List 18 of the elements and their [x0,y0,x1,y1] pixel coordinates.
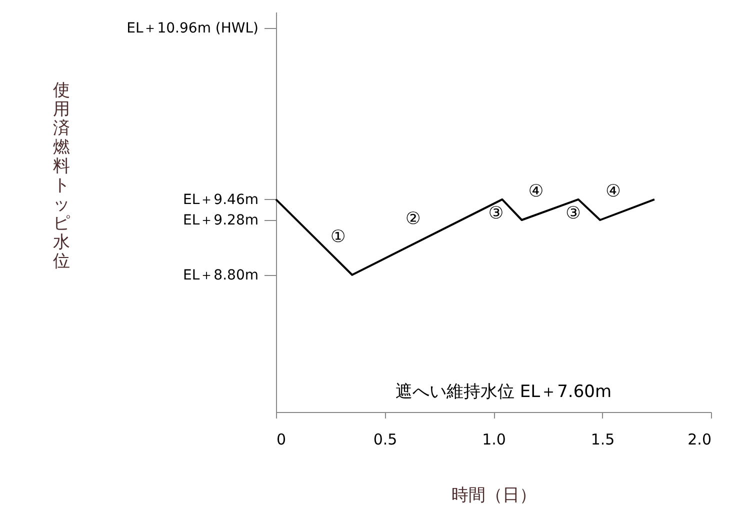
x-axis-title: 時間（日） [452,486,536,506]
text: 使用済燃料トッピ水位 [53,80,70,272]
annotation: ④ [528,182,544,202]
x-tick-label: 1.0 [482,430,506,448]
annotation: ③ [566,204,581,224]
x-tick-label: 1.5 [590,430,615,448]
x-tick-label: 0.5 [373,430,398,448]
y-tick-label: EL＋9.46m [183,192,258,208]
annotation: 遮へい維持水位 EL＋7.60m [395,382,612,402]
x-tick-label: 0 [276,430,286,448]
x-tick-label: 2.0 [688,430,712,448]
annotation: ② [406,209,421,230]
annotation: ① [330,227,346,248]
annotation: ④ [606,182,621,202]
y-tick-label: EL＋8.80m [183,267,258,284]
y-tick-label: EL＋10.96m (HWL) [126,20,258,36]
annotation: ③ [488,204,504,224]
y-tick-label: EL＋9.28m [183,212,258,228]
